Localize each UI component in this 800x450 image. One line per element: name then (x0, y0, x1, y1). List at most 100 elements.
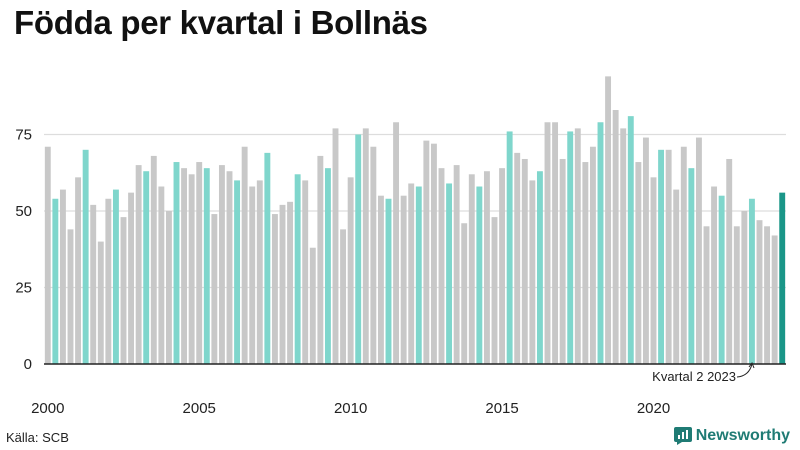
newsworthy-logo[interactable]: Newsworthy (673, 427, 790, 445)
bar (438, 168, 445, 364)
y-tick-label: 0 (24, 356, 32, 373)
bar (756, 220, 763, 364)
bar (779, 192, 786, 364)
bar (499, 168, 506, 364)
bar (529, 180, 536, 364)
bar (536, 171, 543, 364)
bar (234, 180, 241, 364)
bar (673, 189, 680, 364)
annotation-latest-label: Kvartal 2 2023 (652, 369, 736, 384)
bar (340, 229, 347, 364)
newsworthy-logo-icon (673, 427, 692, 445)
bar (158, 186, 165, 364)
bar (711, 186, 718, 364)
bar (332, 128, 339, 364)
bar (393, 122, 400, 364)
bar (112, 189, 119, 364)
bar (143, 171, 150, 364)
bar (476, 186, 483, 364)
bar (44, 146, 51, 364)
bar (385, 198, 392, 364)
annotation-arrowhead (748, 361, 755, 369)
bar (408, 183, 415, 364)
bar (552, 122, 559, 364)
bar (165, 211, 172, 364)
bar (97, 241, 104, 364)
x-tick-label: 2000 (31, 400, 64, 417)
y-tick-label: 25 (15, 280, 32, 297)
bar (218, 165, 225, 364)
brand-label: Newsworthy (695, 427, 790, 444)
bar (377, 195, 384, 364)
bar (135, 165, 142, 364)
y-tick-label: 75 (15, 127, 32, 144)
bar (726, 158, 733, 364)
bar (249, 186, 256, 364)
bar (120, 217, 127, 364)
bar (521, 158, 528, 364)
bar (567, 131, 574, 364)
bar (150, 155, 157, 364)
bar (688, 168, 695, 364)
bar (461, 223, 468, 364)
bar (181, 168, 188, 364)
bar (695, 137, 702, 364)
bar (75, 177, 82, 364)
bar (52, 198, 59, 364)
bar (650, 177, 657, 364)
bar (128, 192, 135, 364)
bar (196, 162, 203, 364)
bar (627, 116, 634, 364)
bar (718, 195, 725, 364)
bar (741, 211, 748, 364)
bar (324, 168, 331, 364)
bar (642, 137, 649, 364)
bar (59, 189, 66, 364)
bar (287, 201, 294, 364)
bar (415, 186, 422, 364)
bar (635, 162, 642, 364)
x-tick-label: 2015 (485, 400, 518, 417)
bar (294, 174, 301, 364)
bar (733, 226, 740, 364)
bar (226, 171, 233, 364)
bar (82, 149, 89, 364)
bar (620, 128, 627, 364)
bar (105, 198, 112, 364)
bar (423, 140, 430, 364)
bar (514, 152, 521, 364)
y-tick-label: 50 (15, 203, 32, 220)
bar (748, 198, 755, 364)
bar (468, 174, 475, 364)
bar (302, 180, 309, 364)
bar (491, 217, 498, 364)
bar (347, 177, 354, 364)
bar (279, 204, 286, 364)
bar (612, 110, 619, 365)
chart-title: Födda per kvartal i Bollnäs (14, 4, 428, 41)
bar (203, 168, 210, 364)
bar (483, 171, 490, 364)
x-tick-label: 2005 (183, 400, 216, 417)
annotation-arrow (736, 363, 753, 378)
x-tick-label: 2020 (637, 400, 670, 417)
bar (256, 180, 263, 364)
bar (309, 247, 316, 364)
bar (771, 235, 778, 364)
source-label: Källa: SCB (6, 430, 69, 445)
bar (271, 214, 278, 364)
bar (188, 174, 195, 364)
bar (362, 128, 369, 364)
bar (597, 122, 604, 364)
bar (446, 183, 453, 364)
bar (211, 214, 218, 364)
bar (605, 76, 612, 365)
bar (355, 134, 362, 364)
bar (703, 226, 710, 364)
bar (658, 149, 665, 364)
bar (574, 128, 581, 364)
bar (400, 195, 407, 364)
x-tick-label: 2010 (334, 400, 367, 417)
bar (453, 165, 460, 364)
